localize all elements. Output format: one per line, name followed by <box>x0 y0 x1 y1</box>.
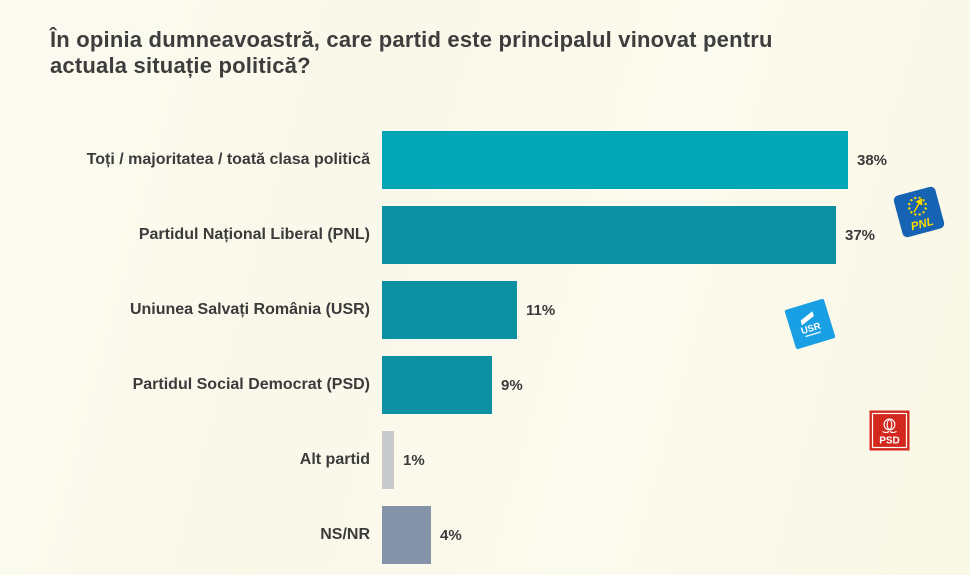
chart-row: Uniunea Salvați România (USR) 11% <box>0 281 970 339</box>
value-label: 38% <box>857 151 888 169</box>
bar <box>382 506 431 564</box>
value-label: 9% <box>501 376 523 394</box>
category-label: Uniunea Salvați România (USR) <box>129 301 370 318</box>
category-label: Alt partid <box>299 451 370 468</box>
category-label: Toți / majoritatea / toată clasa politic… <box>86 151 370 168</box>
psd-logo-label: PSD <box>879 436 900 447</box>
bar <box>382 281 517 339</box>
pnl-logo-icon: PNL <box>893 186 945 238</box>
psd-logo: PSD <box>869 410 910 451</box>
chart-row: Alt partid 1% <box>0 431 970 489</box>
usr-logo: USR <box>784 298 836 350</box>
chart-row: Toți / majoritatea / toată clasa politic… <box>0 131 970 189</box>
chart-row: Partidul Social Democrat (PSD) 9% <box>0 356 970 414</box>
value-label: 1% <box>403 451 425 469</box>
pnl-logo-label: PNL <box>910 216 935 234</box>
bar-chart: Toți / majoritatea / toată clasa politic… <box>0 131 970 575</box>
value-label: 37% <box>845 226 876 244</box>
page-title: În opinia dumneavoastră, care partid est… <box>50 27 773 78</box>
bar <box>382 206 836 264</box>
pnl-logo: PNL <box>892 185 946 239</box>
category-label: Partidul Național Liberal (PNL) <box>138 226 370 243</box>
psd-logo-icon: PSD <box>869 410 910 451</box>
chart-row: NS/NR 4% <box>0 506 970 564</box>
value-label: 11% <box>526 301 556 319</box>
usr-logo-icon: USR <box>784 298 836 350</box>
value-label: 4% <box>440 526 462 544</box>
bar <box>382 131 848 189</box>
bar <box>382 356 492 414</box>
category-label: Partidul Social Democrat (PSD) <box>132 376 370 393</box>
category-label: NS/NR <box>320 526 370 543</box>
bar <box>382 431 394 489</box>
chart-row: Partidul Național Liberal (PNL) 37% <box>0 206 970 264</box>
